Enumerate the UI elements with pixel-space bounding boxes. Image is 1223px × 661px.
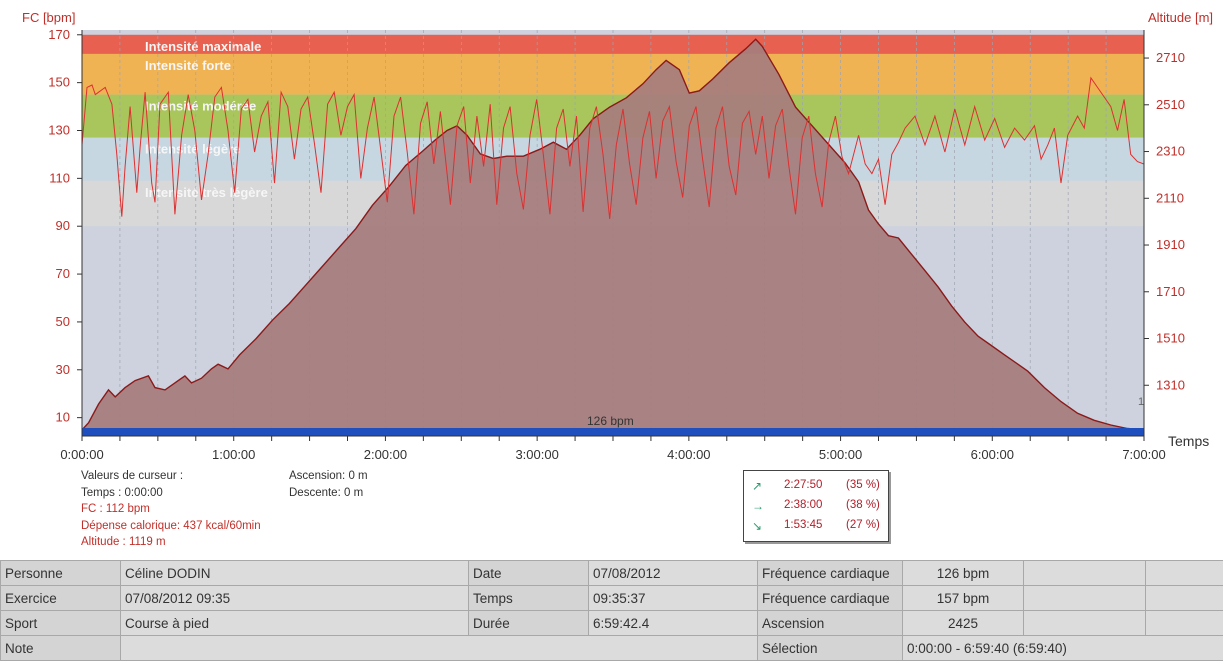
empty-cell [1146,586,1223,611]
y-right-tick-label: 1710 [1156,284,1185,299]
slope-percent: (27 %) [846,519,880,531]
ascent-value: 2425 [903,611,1024,636]
arrow-right-icon: → [752,499,764,513]
table-row: Personne Céline DODIN Date 07/08/2012 Fr… [1,561,1223,586]
end-marker-label: 1 [1138,396,1144,408]
cursor-heart-rate: FC : 112 bpm [81,501,261,518]
date-value: 07/08/2012 [589,561,758,586]
y-right-tick-label: 2710 [1156,50,1185,65]
time-label: Temps [469,586,589,611]
baseline-bar [82,428,1144,436]
y-right-tick-label: 1310 [1156,377,1185,392]
heart-rate-avg-label: Fréquence cardiaque [758,561,903,586]
y-right-tick-label: 1910 [1156,237,1185,252]
slope-row-up: ↗ 2:27:50 (35 %) [744,479,888,497]
x-tick-label: 3:00:00 [515,447,558,462]
cursor-altitude: Altitude : 1119 m [81,534,261,551]
slope-summary-box: ↗ 2:27:50 (35 %) → 2:38:00 (38 %) ↘ 1:53… [743,470,889,542]
duration-value: 6:59:42.4 [589,611,758,636]
y-left-tick-label: 130 [48,123,70,138]
exercise-value: 07/08/2012 09:35 [121,586,469,611]
duration-label: Durée [469,611,589,636]
y-left-tick-label: 150 [48,75,70,90]
y-left-tick-label: 10 [56,410,70,425]
y-right-tick-label: 1510 [1156,331,1185,346]
note-value[interactable] [121,636,758,661]
note-label: Note [1,636,121,661]
zone-label: Intensité modérée [145,99,256,114]
slope-time: 2:27:50 [784,479,822,491]
exercise-info-table: Personne Céline DODIN Date 07/08/2012 Fr… [0,560,1223,661]
cursor-title: Valeurs de curseur : [81,468,261,485]
x-tick-label: 2:00:00 [364,447,407,462]
cursor-descent: Descente: 0 m [289,485,368,502]
cursor-calories: Dépense calorique: 437 kcal/60min [81,518,261,535]
exercise-label: Exercice [1,586,121,611]
zone-label: Intensité très légère [145,185,268,200]
y-left-tick-label: 30 [56,362,70,377]
y-left-tick-label: 170 [48,27,70,42]
heart-rate-avg-value: 126 bpm [903,561,1024,586]
time-value: 09:35:37 [589,586,758,611]
empty-cell [1024,611,1146,636]
zone-label: Intensité légère [145,142,240,157]
x-axis-label: Temps [1168,433,1209,449]
x-tick-label: 1:00:00 [212,447,255,462]
selection-label: Sélection [758,636,903,661]
empty-cell [1024,586,1146,611]
y-right-tick-label: 2510 [1156,97,1185,112]
y-axis-right-label: Altitude [m] [1148,10,1213,25]
selection-value: 0:00:00 - 6:59:40 (6:59:40) [903,636,1223,661]
slope-time: 1:53:45 [784,519,822,531]
y-left-tick-label: 50 [56,314,70,329]
heart-rate-max-label: Fréquence cardiaque [758,586,903,611]
empty-cell [1146,611,1223,636]
y-left-tick-label: 70 [56,266,70,281]
table-row: Exercice 07/08/2012 09:35 Temps 09:35:37… [1,586,1223,611]
slope-percent: (38 %) [846,499,880,511]
x-tick-label: 7:00:00 [1122,447,1165,462]
average-hr-label: 126 bpm [587,414,634,428]
cursor-ascent: Ascension: 0 m [289,468,368,485]
cursor-time: Temps : 0:00:00 [81,485,261,502]
x-tick-label: 4:00:00 [667,447,710,462]
y-left-tick-label: 90 [56,218,70,233]
empty-cell [1024,561,1146,586]
y-left-tick-label: 110 [49,170,70,185]
table-row: Note Sélection 0:00:00 - 6:59:40 (6:59:4… [1,636,1223,661]
arrow-up-right-icon: ↗ [752,479,762,493]
heart-rate-max-value: 157 bpm [903,586,1024,611]
slope-row-down: ↘ 1:53:45 (27 %) [744,519,888,537]
slope-percent: (35 %) [846,479,880,491]
zone-label: Intensité maximale [145,39,261,54]
y-right-tick-label: 2110 [1156,190,1184,205]
cursor-values-panel: Valeurs de curseur : Temps : 0:00:00 FC … [81,468,261,551]
x-tick-label: 0:00:00 [60,447,103,462]
date-label: Date [469,561,589,586]
y-axis-left-label: FC [bpm] [22,10,75,25]
x-tick-label: 6:00:00 [971,447,1014,462]
ascent-label: Ascension [758,611,903,636]
x-tick-label: 5:00:00 [819,447,862,462]
sport-label: Sport [1,611,121,636]
slope-time: 2:38:00 [784,499,822,511]
arrow-down-right-icon: ↘ [752,519,762,533]
slope-row-flat: → 2:38:00 (38 %) [744,499,888,517]
person-value: Céline DODIN [121,561,469,586]
sport-value: Course à pied [121,611,469,636]
empty-cell [1146,561,1223,586]
table-row: Sport Course à pied Durée 6:59:42.4 Asce… [1,611,1223,636]
person-label: Personne [1,561,121,586]
y-right-tick-label: 2310 [1156,144,1185,159]
ascent-descent-panel: Ascension: 0 m Descente: 0 m [289,468,368,501]
